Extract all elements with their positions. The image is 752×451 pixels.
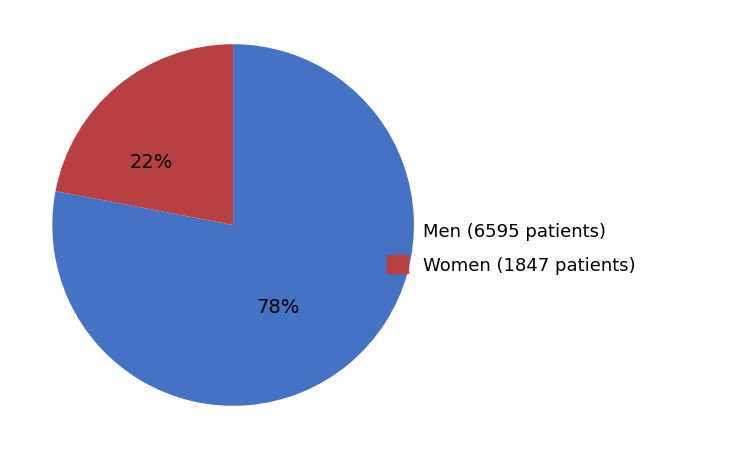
Text: 22%: 22% (130, 153, 174, 172)
Wedge shape (53, 45, 414, 406)
Text: 78%: 78% (256, 297, 300, 316)
Wedge shape (56, 45, 233, 226)
Legend: Men (6595 patients), Women (1847 patients): Men (6595 patients), Women (1847 patient… (387, 221, 635, 275)
